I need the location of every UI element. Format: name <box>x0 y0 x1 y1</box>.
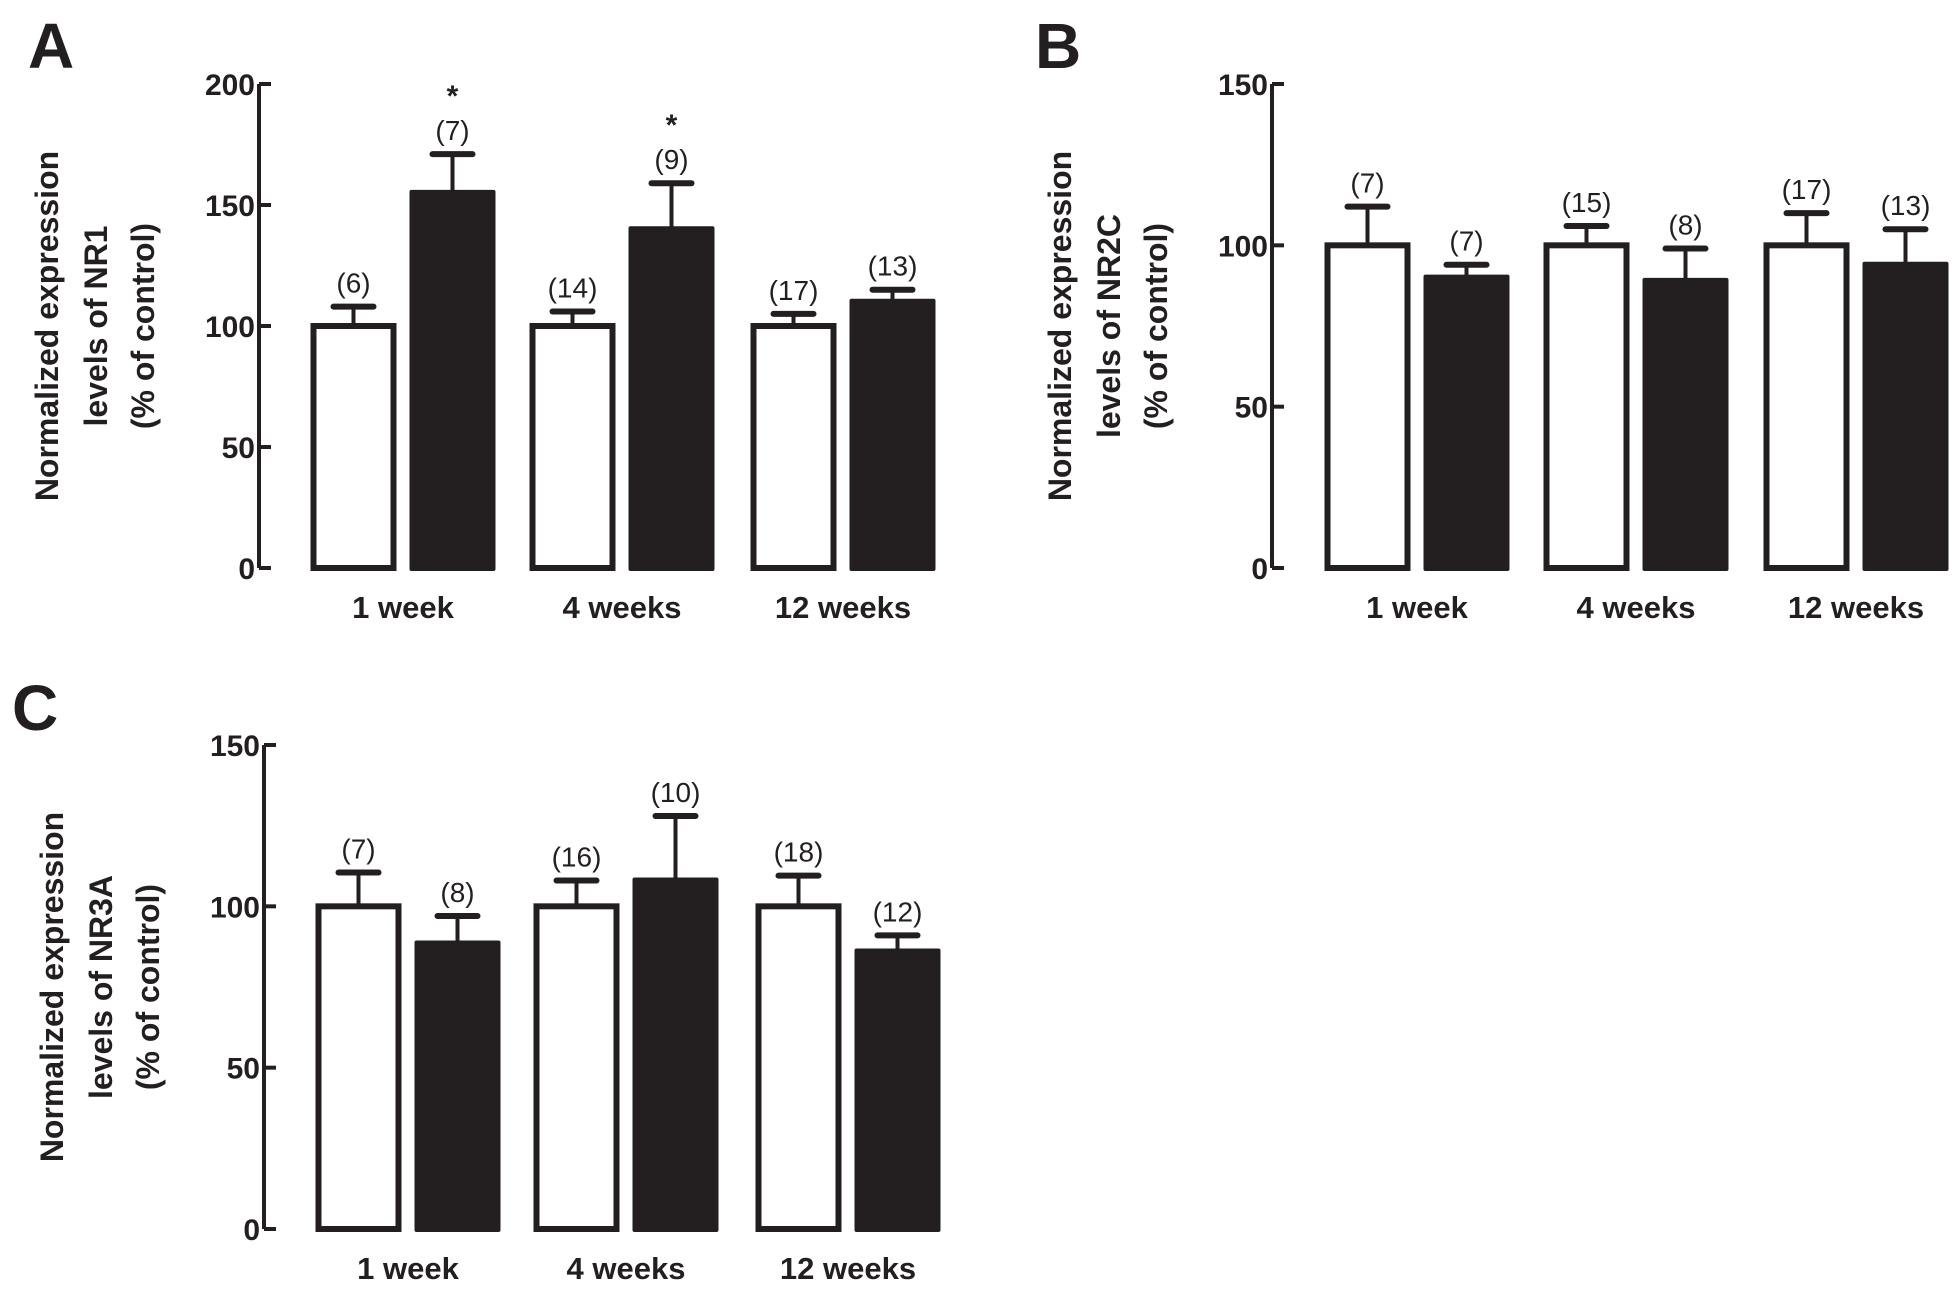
x-category-label: 4 weeks <box>563 590 682 625</box>
y-tick-label: 100 <box>210 891 260 924</box>
n-label: (16) <box>552 842 602 873</box>
n-label: (17) <box>1782 174 1832 205</box>
n-label: (10) <box>651 777 701 808</box>
x-category-label: 4 weeks <box>567 1251 686 1286</box>
n-label: (17) <box>769 275 819 306</box>
bar-treated <box>1423 274 1510 571</box>
y-axis-label: (% of control) <box>130 884 166 1090</box>
y-axis-label: (% of control) <box>125 223 161 429</box>
y-tick-label: 100 <box>205 311 255 344</box>
y-tick-label: 150 <box>210 730 260 763</box>
bar-treated <box>409 189 496 571</box>
y-axis-label: Normalized expression <box>29 151 65 501</box>
panel-A: A 0 50 100 150 200 Normalized expression levels… <box>28 10 936 625</box>
n-label: (6) <box>336 268 370 299</box>
bar-treated <box>628 226 715 571</box>
n-label: (7) <box>1449 226 1483 257</box>
bar-control <box>315 903 402 1232</box>
y-tick-label: 200 <box>205 69 255 102</box>
bar-treated <box>414 940 501 1232</box>
panel-letter: C <box>12 672 58 744</box>
bar-treated <box>854 948 941 1232</box>
n-label: (8) <box>1668 210 1702 241</box>
x-category-label: 12 weeks <box>780 1251 916 1286</box>
y-tick-label: 50 <box>1235 392 1268 425</box>
y-tick-label: 50 <box>227 1053 260 1086</box>
n-label: (9) <box>654 144 688 175</box>
y-tick-label: 0 <box>1251 553 1268 586</box>
bar-control <box>755 903 842 1232</box>
panel-C: C 0 50 100 150 Normalized expression levels of… <box>12 672 941 1286</box>
y-axis-label: levels of NR1 <box>78 226 114 427</box>
y-axis-label: levels of NR3A <box>83 875 119 1099</box>
y-axis-label: Normalized expression <box>34 812 70 1162</box>
bar-treated <box>1862 261 1949 571</box>
n-label: (14) <box>548 272 598 303</box>
y-tick-label: 0 <box>243 1214 260 1247</box>
significance-star: * <box>666 109 678 142</box>
panel-B: B 0 50 100 150 Normalized expression levels of… <box>1035 10 1949 625</box>
y-tick-label: 0 <box>238 553 255 586</box>
bar-control <box>1324 242 1411 571</box>
bar-control <box>750 323 837 571</box>
bar-control <box>529 323 616 571</box>
n-label: (12) <box>873 896 923 927</box>
bar-control <box>533 903 620 1232</box>
bar-control <box>1543 242 1630 571</box>
n-label: (7) <box>1350 168 1384 199</box>
x-category-label: 4 weeks <box>1577 590 1696 625</box>
x-category-label: 1 week <box>357 1251 459 1286</box>
y-tick-label: 100 <box>1218 230 1268 263</box>
bar-control <box>310 323 397 571</box>
bar-treated <box>1642 277 1729 571</box>
x-category-label: 1 week <box>1366 590 1468 625</box>
n-label: (8) <box>440 877 474 908</box>
bar-control <box>1763 242 1850 571</box>
panel-letter: B <box>1035 10 1081 82</box>
y-tick-label: 150 <box>1218 69 1268 102</box>
y-tick-label: 50 <box>222 432 255 465</box>
y-axis-label: (% of control) <box>1138 223 1174 429</box>
n-label: (7) <box>341 833 375 864</box>
n-label: (18) <box>774 837 824 868</box>
y-tick-label: 150 <box>205 190 255 223</box>
significance-star: * <box>447 80 459 113</box>
bar-treated <box>632 877 719 1232</box>
x-category-label: 1 week <box>352 590 454 625</box>
n-label: (13) <box>1881 190 1931 221</box>
bar-treated <box>849 298 936 571</box>
y-axis-label: Normalized expression <box>1042 151 1078 501</box>
n-label: (7) <box>435 115 469 146</box>
y-axis-label: levels of NR2C <box>1091 214 1127 438</box>
x-category-label: 12 weeks <box>1788 590 1924 625</box>
n-label: (15) <box>1562 187 1612 218</box>
n-label: (13) <box>868 251 918 282</box>
panel-letter: A <box>28 10 74 82</box>
x-category-label: 12 weeks <box>775 590 911 625</box>
